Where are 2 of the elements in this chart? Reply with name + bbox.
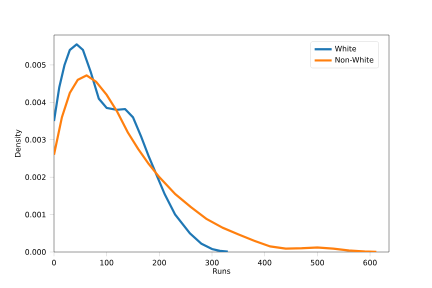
line-series bbox=[54, 74, 378, 252]
line-series bbox=[54, 43, 229, 252]
